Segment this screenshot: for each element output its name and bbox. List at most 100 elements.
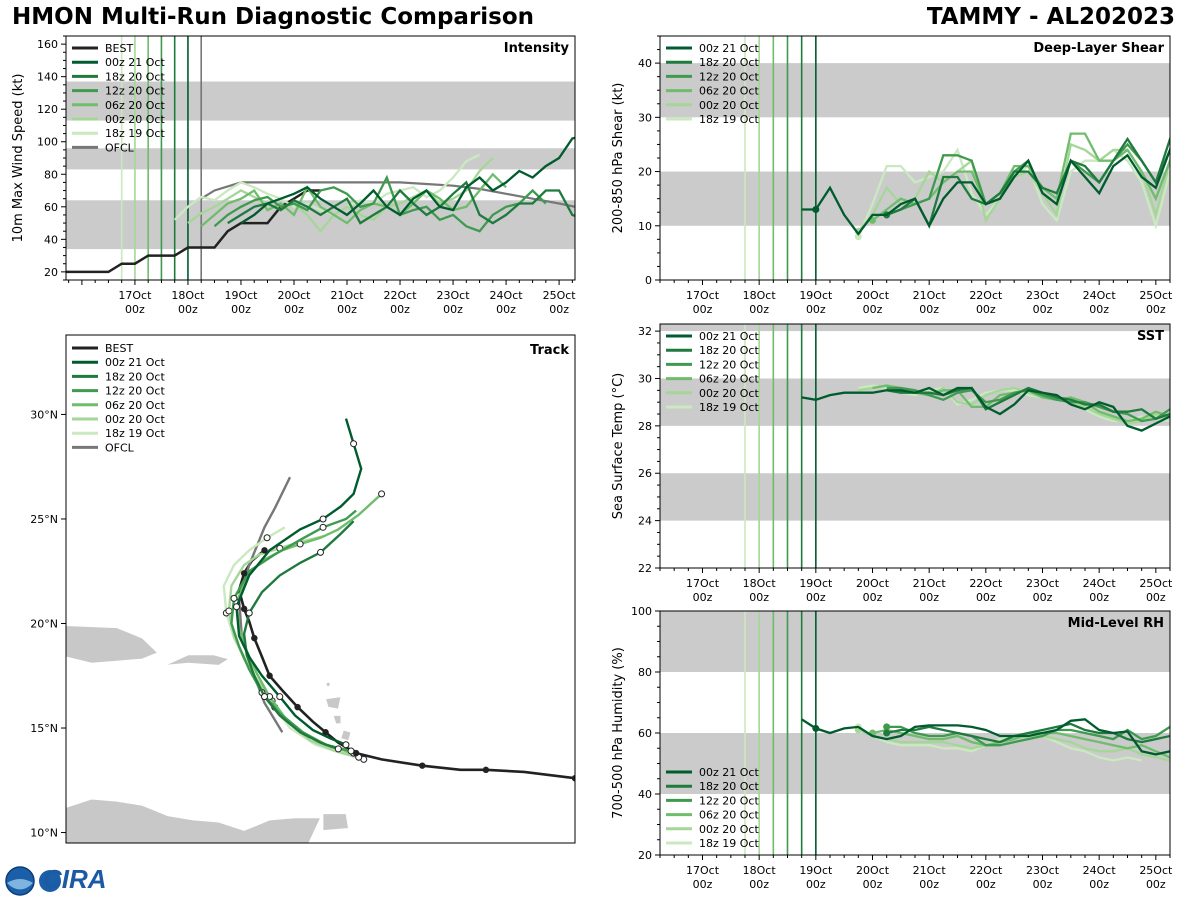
- panel-sst: 22242628303217Oct00z18Oct00z19Oct00z20Oc…: [611, 323, 1173, 604]
- shaded-band: [66, 200, 575, 250]
- best-track-point: [251, 634, 258, 642]
- track-point-marker: [319, 523, 327, 531]
- x-tick-label: 22Oct: [969, 577, 1003, 590]
- x-tick-sublabel: 00z: [749, 303, 769, 316]
- legend-label: OFCL: [105, 441, 135, 454]
- legend-label: 06z 20 Oct: [699, 373, 759, 386]
- y-tick-label: 80: [44, 168, 58, 181]
- x-tick-label: 20Oct: [856, 289, 890, 302]
- panel-title: Mid-Level RH: [1068, 616, 1164, 631]
- panel-title: SST: [1137, 329, 1164, 344]
- x-tick-sublabel: 00z: [125, 303, 145, 316]
- y-tick-label: 28: [638, 420, 652, 433]
- track-path-2: [230, 509, 357, 753]
- legend-label: 00z 20 Oct: [699, 387, 759, 400]
- track-point-marker: [233, 603, 241, 611]
- x-tick-label: 23Oct: [1026, 289, 1060, 302]
- track-point-marker: [342, 741, 350, 749]
- track-path-3: [235, 493, 383, 755]
- x-tick-label: 20Oct: [277, 289, 311, 302]
- x-tick-label: 24Oct: [1083, 289, 1117, 302]
- landmass: [340, 729, 352, 742]
- track-point-marker: [263, 534, 271, 542]
- lat-tick-label: 25°N: [30, 513, 58, 526]
- legend-label: BEST: [105, 42, 133, 55]
- y-tick-label: 24: [638, 515, 652, 528]
- track-point-marker: [245, 609, 253, 617]
- legend-label: 00z 21 Oct: [105, 356, 165, 369]
- track-point-marker: [350, 440, 358, 448]
- x-tick-label: 24Oct: [490, 289, 524, 302]
- x-tick-label: 17Oct: [118, 289, 152, 302]
- x-tick-sublabel: 00z: [919, 591, 939, 604]
- y-tick-label: 40: [638, 788, 652, 801]
- legend-label: BEST: [105, 342, 133, 355]
- x-tick-sublabel: 00z: [863, 303, 883, 316]
- panel-title: Track: [530, 343, 569, 358]
- track-path-0: [235, 418, 363, 746]
- legend-label: 18z 20 Oct: [105, 70, 165, 83]
- y-tick-label: 20: [638, 166, 652, 179]
- cira-logo: CIRA: [4, 864, 114, 900]
- landmass: [165, 654, 230, 666]
- y-tick-label: 100: [631, 605, 652, 618]
- x-tick-sublabel: 00z: [1089, 591, 1109, 604]
- track-point-marker: [225, 607, 233, 615]
- y-axis-label: 10m Max Wind Speed (kt): [11, 74, 26, 243]
- y-tick-label: 32: [638, 325, 652, 338]
- x-tick-sublabel: 00z: [919, 878, 939, 891]
- x-tick-sublabel: 00z: [806, 591, 826, 604]
- y-tick-label: 30: [638, 372, 652, 385]
- series-line-1: [886, 135, 1170, 229]
- y-tick-label: 20: [44, 266, 58, 279]
- init-marker: [883, 723, 891, 731]
- x-tick-sublabel: 00z: [806, 878, 826, 891]
- x-tick-sublabel: 00z: [496, 303, 516, 316]
- best-track-point: [571, 774, 575, 782]
- shaded-band: [660, 473, 1170, 521]
- x-tick-label: 25Oct: [543, 289, 577, 302]
- y-tick-label: 80: [638, 666, 652, 679]
- x-tick-sublabel: 00z: [443, 303, 463, 316]
- legend-label: 06z 20 Oct: [105, 99, 165, 112]
- y-axis-label: Sea Surface Temp (°C): [611, 373, 626, 520]
- x-tick-label: 22Oct: [384, 289, 418, 302]
- lat-tick-label: 20°N: [30, 617, 58, 630]
- best-track-point: [266, 672, 273, 679]
- x-tick-sublabel: 00z: [1146, 303, 1166, 316]
- series-line-3: [200, 172, 507, 228]
- x-tick-label: 18Oct: [171, 289, 205, 302]
- series-line-2: [886, 725, 1170, 747]
- legend-label: 18z 20 Oct: [105, 370, 165, 383]
- x-tick-sublabel: 00z: [549, 303, 569, 316]
- series-line-0: [801, 146, 1170, 236]
- x-tick-sublabel: 00z: [1033, 303, 1053, 316]
- y-tick-label: 100: [37, 136, 58, 149]
- y-tick-label: 40: [638, 57, 652, 70]
- best-track-point: [240, 570, 248, 577]
- landmass: [322, 813, 349, 831]
- x-tick-sublabel: 00z: [863, 591, 883, 604]
- series-line-0: [801, 386, 1170, 432]
- y-tick-label: 120: [37, 103, 58, 116]
- x-tick-sublabel: 00z: [749, 591, 769, 604]
- lat-tick-label: 10°N: [30, 827, 58, 840]
- lat-tick-label: 15°N: [30, 722, 58, 735]
- series-line-2: [213, 174, 547, 233]
- x-tick-sublabel: 00z: [976, 303, 996, 316]
- series-line-5: [857, 725, 1142, 762]
- series-line-5: [173, 153, 481, 221]
- x-tick-sublabel: 00z: [1146, 591, 1166, 604]
- x-tick-label: 19Oct: [799, 577, 833, 590]
- series-line-0: [240, 136, 575, 225]
- init-marker: [883, 729, 891, 737]
- legend-label: 18z 19 Oct: [699, 113, 759, 126]
- x-tick-label: 23Oct: [1026, 864, 1060, 877]
- legend-label: 12z 20 Oct: [699, 794, 759, 807]
- legend-label: 18z 20 Oct: [699, 780, 759, 793]
- logo-text: CIRA: [43, 864, 107, 894]
- x-tick-sublabel: 00z: [231, 303, 251, 316]
- x-tick-label: 21Oct: [913, 577, 947, 590]
